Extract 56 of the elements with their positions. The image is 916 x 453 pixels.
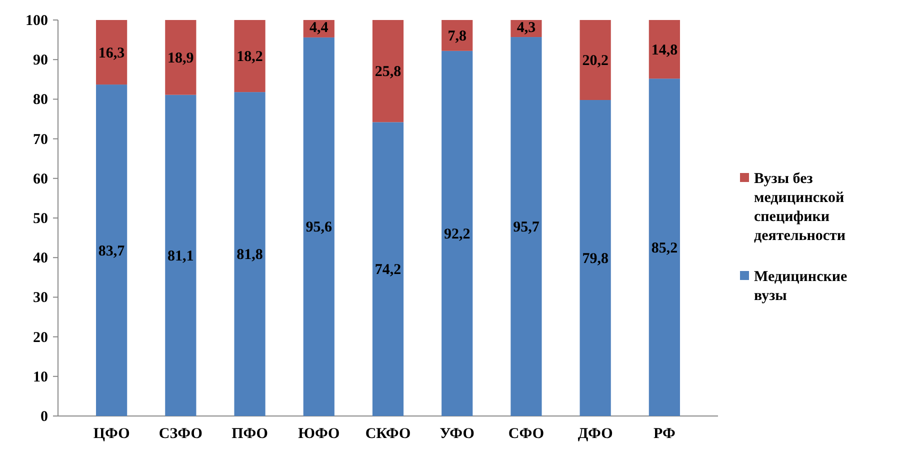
legend-label: Медицинские вузы bbox=[754, 269, 848, 304]
bar bbox=[648, 20, 680, 79]
legend-label: Вузы без медицинской специфики деятельности bbox=[754, 171, 846, 244]
data-label: 85,2 bbox=[651, 240, 678, 256]
x-tick-label: СЗФО bbox=[158, 426, 202, 442]
bar bbox=[96, 84, 128, 416]
y-tick-label: 80 bbox=[33, 92, 48, 108]
data-label: 7,8 bbox=[448, 28, 466, 44]
data-label: 95,6 bbox=[306, 220, 333, 236]
x-tick-label: ЦФО bbox=[93, 426, 130, 442]
bar bbox=[165, 94, 196, 416]
data-label: 83,7 bbox=[98, 243, 126, 260]
bar bbox=[510, 37, 542, 416]
y-tick-label: 70 bbox=[33, 132, 48, 148]
y-tick-label: 40 bbox=[33, 250, 48, 267]
data-label: 4,4 bbox=[310, 20, 329, 36]
bar bbox=[648, 78, 680, 416]
bar bbox=[303, 37, 334, 416]
bar bbox=[165, 20, 196, 95]
y-tick-label: 100 bbox=[26, 13, 48, 29]
x-tick-label: ЮФО bbox=[298, 426, 340, 442]
data-label: 74,2 bbox=[374, 262, 402, 278]
bar bbox=[234, 20, 266, 92]
data-label: 92,2 bbox=[444, 226, 470, 242]
bar bbox=[580, 20, 611, 100]
bar bbox=[372, 20, 404, 122]
bar bbox=[580, 100, 611, 416]
y-tick-label: 30 bbox=[33, 290, 48, 306]
x-tick-label: РФ bbox=[654, 426, 676, 442]
data-label: 81,8 bbox=[236, 247, 263, 264]
y-tick-label: 10 bbox=[33, 369, 48, 386]
y-tick-label: 20 bbox=[33, 330, 48, 346]
y-tick-label: 90 bbox=[33, 52, 48, 69]
data-label: 18,9 bbox=[168, 50, 194, 66]
x-tick-label: СКФО bbox=[365, 426, 411, 442]
y-tick-label: 60 bbox=[33, 171, 48, 188]
data-label: 16,3 bbox=[98, 45, 125, 62]
bar bbox=[442, 50, 473, 416]
x-tick-label: ДФО bbox=[578, 426, 613, 442]
data-label: 25,8 bbox=[374, 64, 402, 80]
data-label: 4,3 bbox=[516, 20, 536, 36]
x-tick-label: ПФО bbox=[232, 426, 268, 442]
bar bbox=[96, 20, 128, 85]
bar bbox=[442, 20, 473, 51]
bar bbox=[372, 122, 404, 416]
y-tick-label: 50 bbox=[33, 211, 48, 227]
x-tick-label: СФО bbox=[508, 426, 544, 442]
bar bbox=[234, 92, 266, 416]
data-label: 95,7 bbox=[513, 220, 540, 236]
data-label: 79,8 bbox=[582, 250, 608, 267]
data-label: 18,2 bbox=[236, 49, 263, 66]
data-label: 81,1 bbox=[168, 248, 194, 264]
data-label: 20,2 bbox=[582, 52, 608, 69]
y-tick-label: 0 bbox=[40, 409, 48, 425]
x-tick-label: УФО bbox=[440, 426, 474, 442]
data-label: 14,8 bbox=[651, 42, 678, 58]
